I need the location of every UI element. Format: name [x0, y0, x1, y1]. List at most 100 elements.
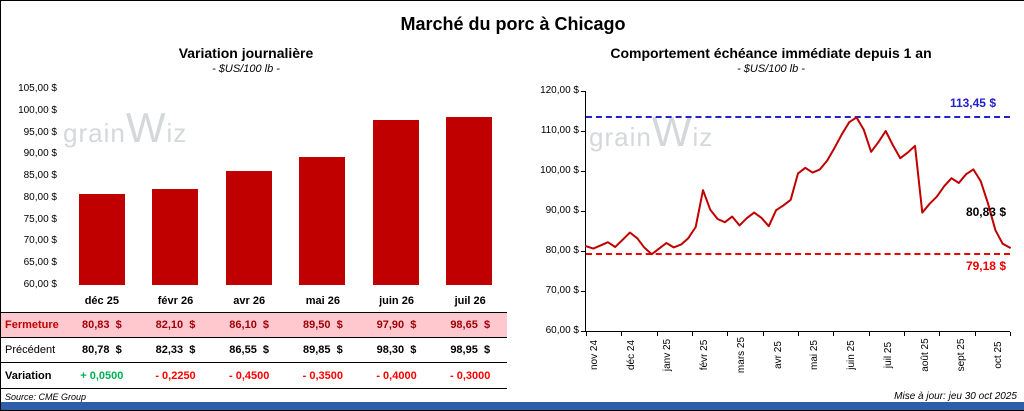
bar-y-tick: 85,00 $: [23, 170, 57, 182]
line-plot: 113,45 $ 80,83 $ 79,18 $: [581, 91, 1011, 336]
grainwiz-watermark: grainWiz: [63, 107, 188, 149]
min-value-label: 79,18 $: [965, 259, 1006, 273]
table-cell: 80,83 $: [81, 319, 122, 331]
table-month-header: juil 26: [454, 295, 486, 307]
table-row-fermeture: Fermeture 80,83 $ 82,10 $ 86,10 $ 89,50 $ 97,…: [1, 313, 507, 338]
line-y-tick: 120,00 $: [540, 85, 579, 96]
source-note: Source: CME Group: [5, 392, 87, 402]
bar-y-axis: 105,00 $ 100,00 $ 95,00 $ 90,00 $ 85,00 $ 80,…: [1, 83, 57, 290]
bar-y-tick: 75,00 $: [23, 213, 57, 225]
table-cell: - 0,3500: [302, 369, 344, 382]
bottom-accent-bar: [1, 402, 1024, 410]
x-tick-mark: [586, 332, 587, 336]
bar-y-tick: 105,00 $: [18, 83, 57, 94]
table-cell: - 0,2250: [155, 369, 196, 382]
x-tick-mark: [692, 332, 693, 336]
table-cell: 89,85 $: [302, 344, 343, 356]
table-cell: - 0,3000: [450, 369, 491, 382]
y-tick-mark: [581, 251, 585, 252]
table-row-variation: Variation + 0,0500 - 0,2250 - 0,4500 - 0,350…: [1, 363, 507, 389]
row-label: Variation: [5, 369, 52, 382]
x-tick-mark: [762, 332, 764, 336]
line-x-tick: janv 25: [662, 338, 674, 372]
bar-y-tick: 70,00 $: [23, 235, 57, 247]
bar-chart-subtitle: - $US/100 lb -: [212, 63, 280, 75]
table-month-header: juin 26: [379, 295, 414, 307]
bar-juin-26: [372, 119, 419, 285]
x-tick-mark: [974, 332, 976, 336]
bar-y-tick: 100,00 $: [18, 104, 57, 116]
y-tick-mark: [581, 331, 585, 332]
bar-juil-26: [446, 116, 493, 285]
table-cell: - 0,4000: [376, 369, 417, 382]
x-tick-mark: [656, 332, 658, 336]
table-month-header: mai 26: [305, 295, 340, 307]
table-header-row: déc 25 févr 26 avr 26 mai 26 juin 26 juil 26: [1, 290, 507, 313]
bar-avr-26: [225, 171, 272, 285]
row-label: Précédent: [5, 344, 56, 356]
table-month-header: déc 25: [84, 295, 119, 307]
last-value-label: 80,83 $: [965, 205, 1006, 219]
table-cell: 89,50 $: [302, 319, 343, 331]
line-chart-subtitle: - $US/100 lb -: [737, 63, 805, 75]
watermark-w-glyph: W: [125, 104, 167, 151]
line-x-tick: nov 24: [589, 339, 600, 371]
y-tick-mark: [581, 211, 585, 212]
bar-y-tick: 80,00 $: [23, 191, 57, 203]
line-x-tick: déc 24: [625, 339, 637, 371]
watermark-text: iz: [166, 118, 188, 148]
bar-y-tick: 90,00 $: [23, 148, 57, 160]
line-x-tick: août 25: [919, 338, 931, 372]
line-y-tick: 100,00 $: [540, 165, 579, 176]
min-line: [586, 253, 1010, 256]
line-x-tick: mars 25: [735, 336, 747, 374]
bar-y-tick: 65,00 $: [23, 257, 57, 269]
line-y-tick: 70,00 $: [545, 285, 579, 296]
table-cell: - 0,4500: [228, 369, 270, 382]
watermark-text: grain: [589, 122, 652, 152]
line-y-tick: 90,00 $: [545, 205, 579, 216]
updated-note: Mise à jour: jeu 30 oct 2025: [894, 391, 1017, 402]
x-tick-mark: [727, 332, 729, 336]
table-cell: 98,65 $: [450, 319, 491, 331]
price-line: [585, 116, 1011, 256]
table-cell: 98,30 $: [376, 344, 417, 356]
watermark-text: grain: [63, 118, 126, 148]
table-cell: 98,95 $: [450, 344, 491, 356]
table-month-header: févr 26: [157, 295, 194, 307]
line-x-axis: nov 24 déc 24 janv 25 févr 25 mars 25 avr 25 m…: [585, 335, 1009, 381]
x-tick-mark: [1010, 332, 1011, 336]
table-row-precedent: Précédent 80,78 $ 82,33 $ 86,55 $ 89,85 $ 98,…: [1, 338, 507, 363]
line-y-tick: 110,00 $: [540, 125, 579, 136]
x-tick-mark: [798, 332, 799, 336]
table-cell: 82,10 $: [155, 319, 196, 331]
x-tick-mark: [939, 332, 941, 336]
line-x-tick: juil 25: [882, 341, 894, 369]
table-cell: 97,90 $: [376, 319, 417, 331]
line-x-tick: oct 25: [993, 341, 1004, 369]
max-value-label: 113,45 $: [949, 96, 996, 110]
line-x-tick: févr 25: [699, 339, 711, 371]
line-y-tick: 60,00 $: [545, 325, 579, 336]
y-tick-mark: [581, 291, 585, 292]
bar-plot: [65, 89, 506, 285]
bar-mai-26: [299, 156, 346, 285]
line-x-tick: avr 25: [772, 341, 784, 369]
table-cell: 82,33 $: [155, 344, 196, 356]
watermark-text: iz: [692, 122, 714, 152]
line-series-svg: [585, 116, 1011, 256]
page-title: Marché du porc à Chicago: [400, 14, 626, 34]
y-tick-mark: [581, 171, 585, 172]
line-chart-title: Comportement échéance immédiate depuis 1…: [610, 45, 932, 61]
row-label: Fermeture: [5, 319, 59, 331]
line-x-tick: juin 25: [846, 340, 858, 370]
line-x-tick: sept 25: [956, 338, 968, 372]
x-tick-mark: [868, 332, 870, 336]
table-cell: 80,78 $: [81, 344, 122, 356]
x-tick-mark: [621, 332, 623, 336]
max-line: [586, 116, 1010, 119]
y-tick-mark: [581, 131, 585, 132]
x-tick-mark: [833, 332, 835, 336]
y-tick-mark: [581, 91, 585, 92]
